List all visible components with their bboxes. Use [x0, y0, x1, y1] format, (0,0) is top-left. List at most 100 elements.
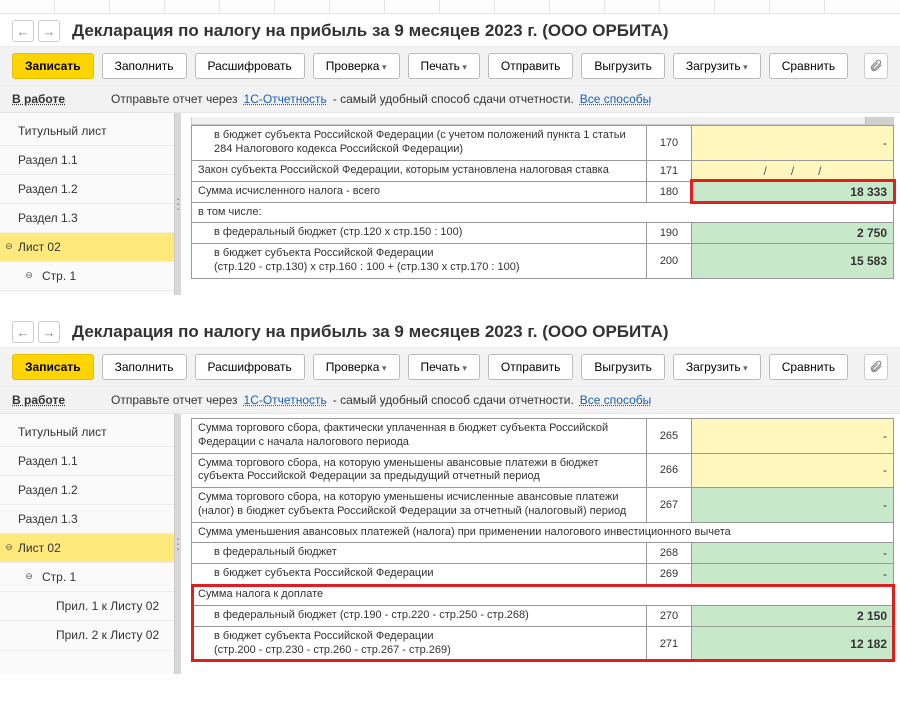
attachment-button[interactable] [864, 354, 888, 380]
row-value[interactable]: - [692, 126, 894, 161]
sidebar-item-title-page[interactable]: Титульный лист [0, 117, 174, 146]
horizontal-scrollbar[interactable] [191, 117, 894, 125]
sidebar-item-r11[interactable]: Раздел 1.1 [0, 447, 174, 476]
send-button[interactable]: Отправить [488, 53, 574, 79]
tax-table: в бюджет субъекта Российской Федерации (… [191, 125, 894, 279]
collapse-icon[interactable]: ⊖ [4, 241, 14, 251]
form-area: в бюджет субъекта Российской Федерации (… [181, 113, 900, 295]
toolbar: Записать Заполнить Расшифровать Проверка… [0, 46, 900, 86]
row-value[interactable]: - [692, 419, 894, 454]
import-button[interactable]: Загрузить [673, 53, 761, 79]
table-row: в бюджет субъекта Российской Федерации(с… [192, 627, 894, 662]
splitter-handle[interactable] [175, 414, 181, 674]
row-value[interactable]: - [692, 543, 894, 564]
table-row: Сумма уменьшения авансовых платежей (нал… [192, 522, 894, 543]
sidebar-item-label: Лист 02 [18, 541, 61, 555]
write-button[interactable]: Записать [12, 53, 94, 79]
row-code: 268 [647, 543, 692, 564]
sidebar-item-pril1[interactable]: Прил. 1 к Листу 02 [0, 592, 174, 621]
sidebar-item-list02[interactable]: ⊖ Лист 02 [0, 534, 174, 563]
status-label[interactable]: В работе [12, 393, 65, 407]
nav-forward-button[interactable]: → [38, 321, 60, 343]
collapse-icon[interactable]: ⊖ [24, 571, 34, 581]
reporting-link[interactable]: 1С-Отчетность [244, 393, 327, 407]
row-value[interactable]: 18 333 [692, 181, 894, 202]
sidebar-item-title-page[interactable]: Титульный лист [0, 418, 174, 447]
row-description: в бюджет субъекта Российской Федерации (… [192, 126, 647, 161]
info-bar: В работе Отправьте отчет через 1С-Отчетн… [0, 387, 900, 414]
sidebar-item-str1[interactable]: ⊖ Стр. 1 [0, 262, 174, 291]
all-methods-link[interactable]: Все способы [580, 393, 652, 407]
check-button[interactable]: Проверка [313, 354, 400, 380]
export-button[interactable]: Выгрузить [581, 354, 665, 380]
row-value[interactable]: - [692, 564, 894, 585]
row-value[interactable]: /// [692, 160, 894, 181]
decode-button[interactable]: Расшифровать [195, 354, 305, 380]
row-value[interactable]: - [692, 453, 894, 488]
sidebar-item-r11[interactable]: Раздел 1.1 [0, 146, 174, 175]
sidebar-item-label: Стр. 1 [42, 570, 76, 584]
sidebar-item-pril2[interactable]: Прил. 2 к Листу 02 [0, 621, 174, 650]
sidebar-item-r12[interactable]: Раздел 1.2 [0, 476, 174, 505]
sidebar-item-label: Стр. 1 [42, 269, 76, 283]
fill-button[interactable]: Заполнить [102, 354, 187, 380]
compare-button[interactable]: Сравнить [769, 53, 848, 79]
row-description: в бюджет субъекта Российской Федерации(с… [192, 244, 647, 279]
info-text-pre: Отправьте отчет через [111, 393, 238, 407]
row-description: Сумма исчисленного налога - всего [192, 181, 647, 202]
send-button[interactable]: Отправить [488, 354, 574, 380]
row-value[interactable]: 2 750 [692, 223, 894, 244]
nav-forward-button[interactable]: → [38, 20, 60, 42]
sidebar-item-r13[interactable]: Раздел 1.3 [0, 505, 174, 534]
export-button[interactable]: Выгрузить [581, 53, 665, 79]
sidebar: Титульный лист Раздел 1.1 Раздел 1.2 Раз… [0, 113, 175, 295]
table-row: в федеральный бюджет (стр.120 х стр.150 … [192, 223, 894, 244]
section-header: Сумма налога к доплате [192, 585, 894, 606]
row-description: Сумма торгового сбора, на которую уменьш… [192, 488, 647, 523]
row-code: 270 [647, 606, 692, 627]
splitter-handle[interactable] [175, 113, 181, 295]
table-row: в том числе: [192, 202, 894, 223]
highlighted-group: Сумма налога к доплатев федеральный бюдж… [192, 585, 894, 661]
reporting-link[interactable]: 1С-Отчетность [244, 92, 327, 106]
row-value[interactable]: 15 583 [692, 244, 894, 279]
sidebar-item-r12[interactable]: Раздел 1.2 [0, 175, 174, 204]
nav-back-button[interactable]: ← [12, 20, 34, 42]
info-text-pre: Отправьте отчет через [111, 92, 238, 106]
row-value[interactable]: 12 182 [692, 627, 894, 662]
decode-button[interactable]: Расшифровать [195, 53, 305, 79]
row-code: 170 [647, 126, 692, 161]
compare-button[interactable]: Сравнить [769, 354, 848, 380]
collapse-icon[interactable]: ⊖ [4, 542, 14, 552]
all-methods-link[interactable]: Все способы [580, 92, 652, 106]
sidebar: Титульный лист Раздел 1.1 Раздел 1.2 Раз… [0, 414, 175, 674]
write-button[interactable]: Записать [12, 354, 94, 380]
row-description: Сумма торгового сбора, фактически уплаче… [192, 419, 647, 454]
fill-button[interactable]: Заполнить [102, 53, 187, 79]
sidebar-item-str1[interactable]: ⊖ Стр. 1 [0, 563, 174, 592]
sidebar-item-list02[interactable]: ⊖ Лист 02 [0, 233, 174, 262]
collapse-icon[interactable]: ⊖ [24, 270, 34, 280]
row-value[interactable]: 2 150 [692, 606, 894, 627]
check-button[interactable]: Проверка [313, 53, 400, 79]
sidebar-item-r13[interactable]: Раздел 1.3 [0, 204, 174, 233]
row-code: 200 [647, 244, 692, 279]
row-code: 190 [647, 223, 692, 244]
table-row: в бюджет субъекта Российской Федерации (… [192, 126, 894, 161]
print-button[interactable]: Печать [408, 53, 480, 79]
status-label[interactable]: В работе [12, 92, 65, 106]
row-value[interactable]: - [692, 488, 894, 523]
print-button[interactable]: Печать [408, 354, 480, 380]
table-row: Сумма торгового сбора, фактически уплаче… [192, 419, 894, 454]
page-title: Декларация по налогу на прибыль за 9 мес… [72, 21, 669, 41]
spreadsheet-header-strip [0, 0, 900, 14]
row-description: Закон субъекта Российской Федерации, кот… [192, 160, 647, 181]
table-row: Сумма налога к доплате [192, 585, 894, 606]
sidebar-item-label: Лист 02 [18, 240, 61, 254]
import-button[interactable]: Загрузить [673, 354, 761, 380]
attachment-button[interactable] [864, 53, 888, 79]
row-code: 271 [647, 627, 692, 662]
row-description: Сумма торгового сбора, на которую уменьш… [192, 453, 647, 488]
info-text-mid: - самый удобный способ сдачи отчетности. [333, 92, 574, 106]
nav-back-button[interactable]: ← [12, 321, 34, 343]
